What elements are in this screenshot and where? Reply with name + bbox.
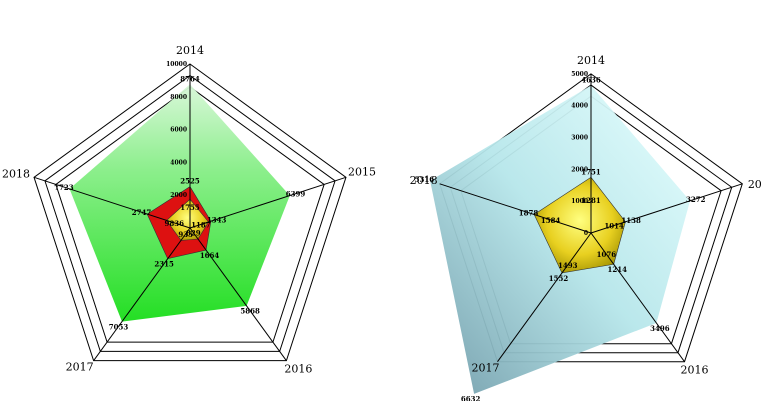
data-label: 7053 (109, 322, 129, 331)
data-label: 1214 (607, 265, 627, 274)
data-label: 1138 (621, 216, 641, 225)
axis-spoke (189, 176, 347, 229)
data-label: 1751 (581, 167, 601, 176)
data-label: 1076 (597, 250, 617, 259)
web-ring (33, 63, 347, 362)
data-label: 4636 (581, 75, 601, 84)
axis-spoke (439, 183, 592, 234)
series-polygon-2 (166, 198, 209, 241)
category-label: 2014 (176, 44, 204, 57)
data-label: 2525 (180, 177, 200, 186)
data-label: 2315 (154, 260, 174, 269)
data-label: 6632 (461, 395, 481, 401)
web-ring (44, 74, 336, 352)
data-label: 8764 (180, 74, 200, 83)
category-label: 2017 (66, 361, 94, 374)
data-label: 1584 (541, 216, 561, 225)
category-label: 2018 (2, 167, 30, 180)
data-label: 1014 (604, 222, 624, 231)
tick-label: 0 (584, 230, 588, 237)
tick-label: 2000 (571, 166, 588, 173)
data-label: 1664 (200, 251, 220, 260)
category-label: 2015 (348, 165, 376, 178)
data-label: 1755 (180, 203, 200, 212)
data-label: 3272 (686, 195, 706, 204)
data-label: 6399 (286, 190, 306, 199)
tick-label: 10000 (166, 61, 187, 68)
web-ring (55, 86, 325, 343)
axis-spoke (590, 183, 743, 234)
data-label: 1187 (191, 220, 211, 229)
tick-label: 2000 (170, 192, 187, 199)
category-label: 2017 (471, 362, 499, 375)
category-label: 2018 (410, 174, 438, 187)
data-label: 1493 (558, 261, 578, 270)
tick-label: 8000 (170, 94, 187, 101)
data-label: 5868 (240, 307, 260, 316)
data-label: 829 (186, 229, 201, 238)
category-label: 201 (748, 178, 761, 191)
tick-label: 1000 (571, 198, 588, 205)
axis-spoke (497, 232, 592, 363)
data-label: 1878 (519, 209, 539, 218)
data-label: 1343 (207, 215, 227, 224)
data-label: 2747 (132, 208, 152, 217)
tick-label: 3000 (571, 135, 588, 142)
data-label: 5316 (415, 175, 435, 184)
data-label: 935 (178, 230, 193, 239)
data-label: 7723 (54, 183, 74, 192)
tick-label: 4000 (571, 103, 588, 110)
axis-spoke (590, 232, 685, 363)
category-label: 2016 (284, 363, 312, 376)
data-label: 3496 (650, 324, 670, 333)
axis-spoke (93, 227, 191, 361)
category-label: 2016 (681, 364, 709, 377)
axis-spoke (189, 227, 287, 361)
axis-spoke (33, 176, 191, 229)
data-label: 1552 (549, 274, 569, 283)
category-label: 2014 (577, 54, 605, 67)
radar-chart-left: 2000 4000 6000 8000 10000 8764 6399 5868 7053 772… (2, 44, 376, 376)
tick-label: 6000 (170, 127, 187, 134)
data-label: 1281 (581, 196, 601, 205)
data-label: 9836 (164, 219, 184, 228)
tick-label: 5000 (571, 71, 588, 78)
tick-label: 4000 (170, 159, 187, 166)
